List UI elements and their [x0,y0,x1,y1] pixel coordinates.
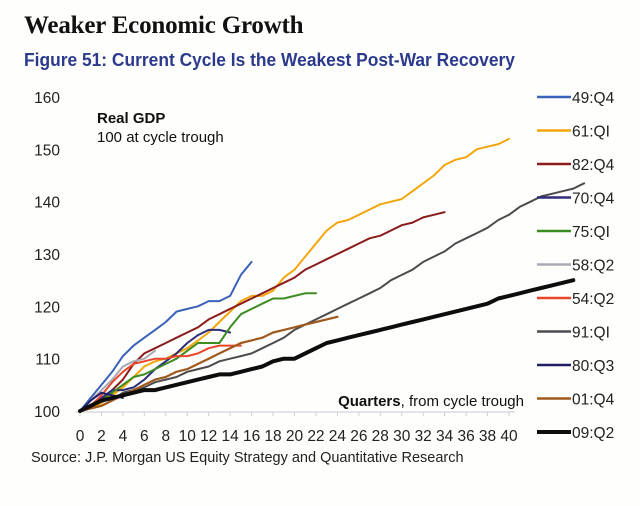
y-axis-title: Real GDP [97,110,165,127]
x-tick-label: 38 [479,428,496,445]
legend-label: 80:Q3 [572,358,614,375]
x-axis-title: Quarters, from cycle trough [338,393,524,410]
x-tick-label: 20 [286,428,304,445]
series-line-54-q2 [79,344,242,412]
y-tick-label: 160 [34,90,60,107]
series-line-82-q4 [79,211,446,412]
legend-label: 58:Q2 [572,258,614,275]
x-tick-label: 2 [97,428,106,445]
x-tick-label: 28 [372,428,389,445]
x-tick-label: 24 [329,428,347,445]
x-tick-label: 6 [140,428,149,445]
x-tick-label: 12 [200,428,217,445]
x-tick-label: 16 [243,428,260,445]
y-axis-subtitle: 100 at cycle trough [97,129,224,146]
y-tick-label: 150 [34,142,60,159]
legend-label: 61:QI [572,124,610,141]
x-tick-label: 10 [179,428,197,445]
x-tick-label: 22 [307,428,324,445]
x-tick-label: 14 [222,428,240,445]
x-tick-label: 8 [161,428,170,445]
x-tick-label: 36 [457,428,474,445]
x-tick-label: 4 [119,428,128,445]
legend-label: 70:Q4 [572,191,615,208]
legend-label: 54:Q2 [572,291,614,308]
axes: 0 2 4 6 8 10 12 14 16 18 20 22 24 26 28 30 32 34 36 38 40100… [34,90,518,445]
legend-label: 91:QI [572,325,610,342]
figure-title: Figure 51: Current Cycle Is the Weakest … [24,49,515,70]
y-tick-label: 110 [35,352,60,369]
source-note: Source: J.P. Morgan US Equity Strategy a… [31,450,464,466]
x-axis-title-bold: Quarters [338,393,401,410]
x-tick-label: 40 [500,428,518,445]
y-tick-label: 140 [34,195,60,212]
x-tick-label: 32 [415,428,432,445]
y-tick-label: 130 [34,247,60,264]
page-heading: Weaker Economic Growth [24,12,304,39]
legend-label: 09:Q2 [572,425,614,442]
y-tick-label: 120 [34,299,60,316]
x-tick-label: 18 [264,428,281,445]
legend-label: 01:Q4 [572,392,615,409]
x-tick-label: 30 [393,428,411,445]
x-tick-label: 26 [350,428,367,445]
x-tick-label: 0 [76,428,85,445]
series-line-91-qi [79,182,586,412]
legend-label: 49:Q4 [572,90,615,107]
series-layer [78,137,586,413]
series-line-49-q4 [79,260,253,412]
y-tick-label: 100 [34,404,60,421]
series-line-09-q2 [78,278,576,413]
x-axis-title-rest: , from cycle trough [401,393,524,410]
series-line-75-qi [79,292,317,412]
legend-label: 82:Q4 [572,157,615,174]
x-tick-label: 34 [436,428,454,445]
legend-label: 75:QI [572,224,610,241]
series-line-61-qi [79,137,510,412]
legend: 49:Q4 61:QI 82:Q4 70:Q4 75:QI 58:Q2 54:Q2 91:QI… [537,90,615,442]
